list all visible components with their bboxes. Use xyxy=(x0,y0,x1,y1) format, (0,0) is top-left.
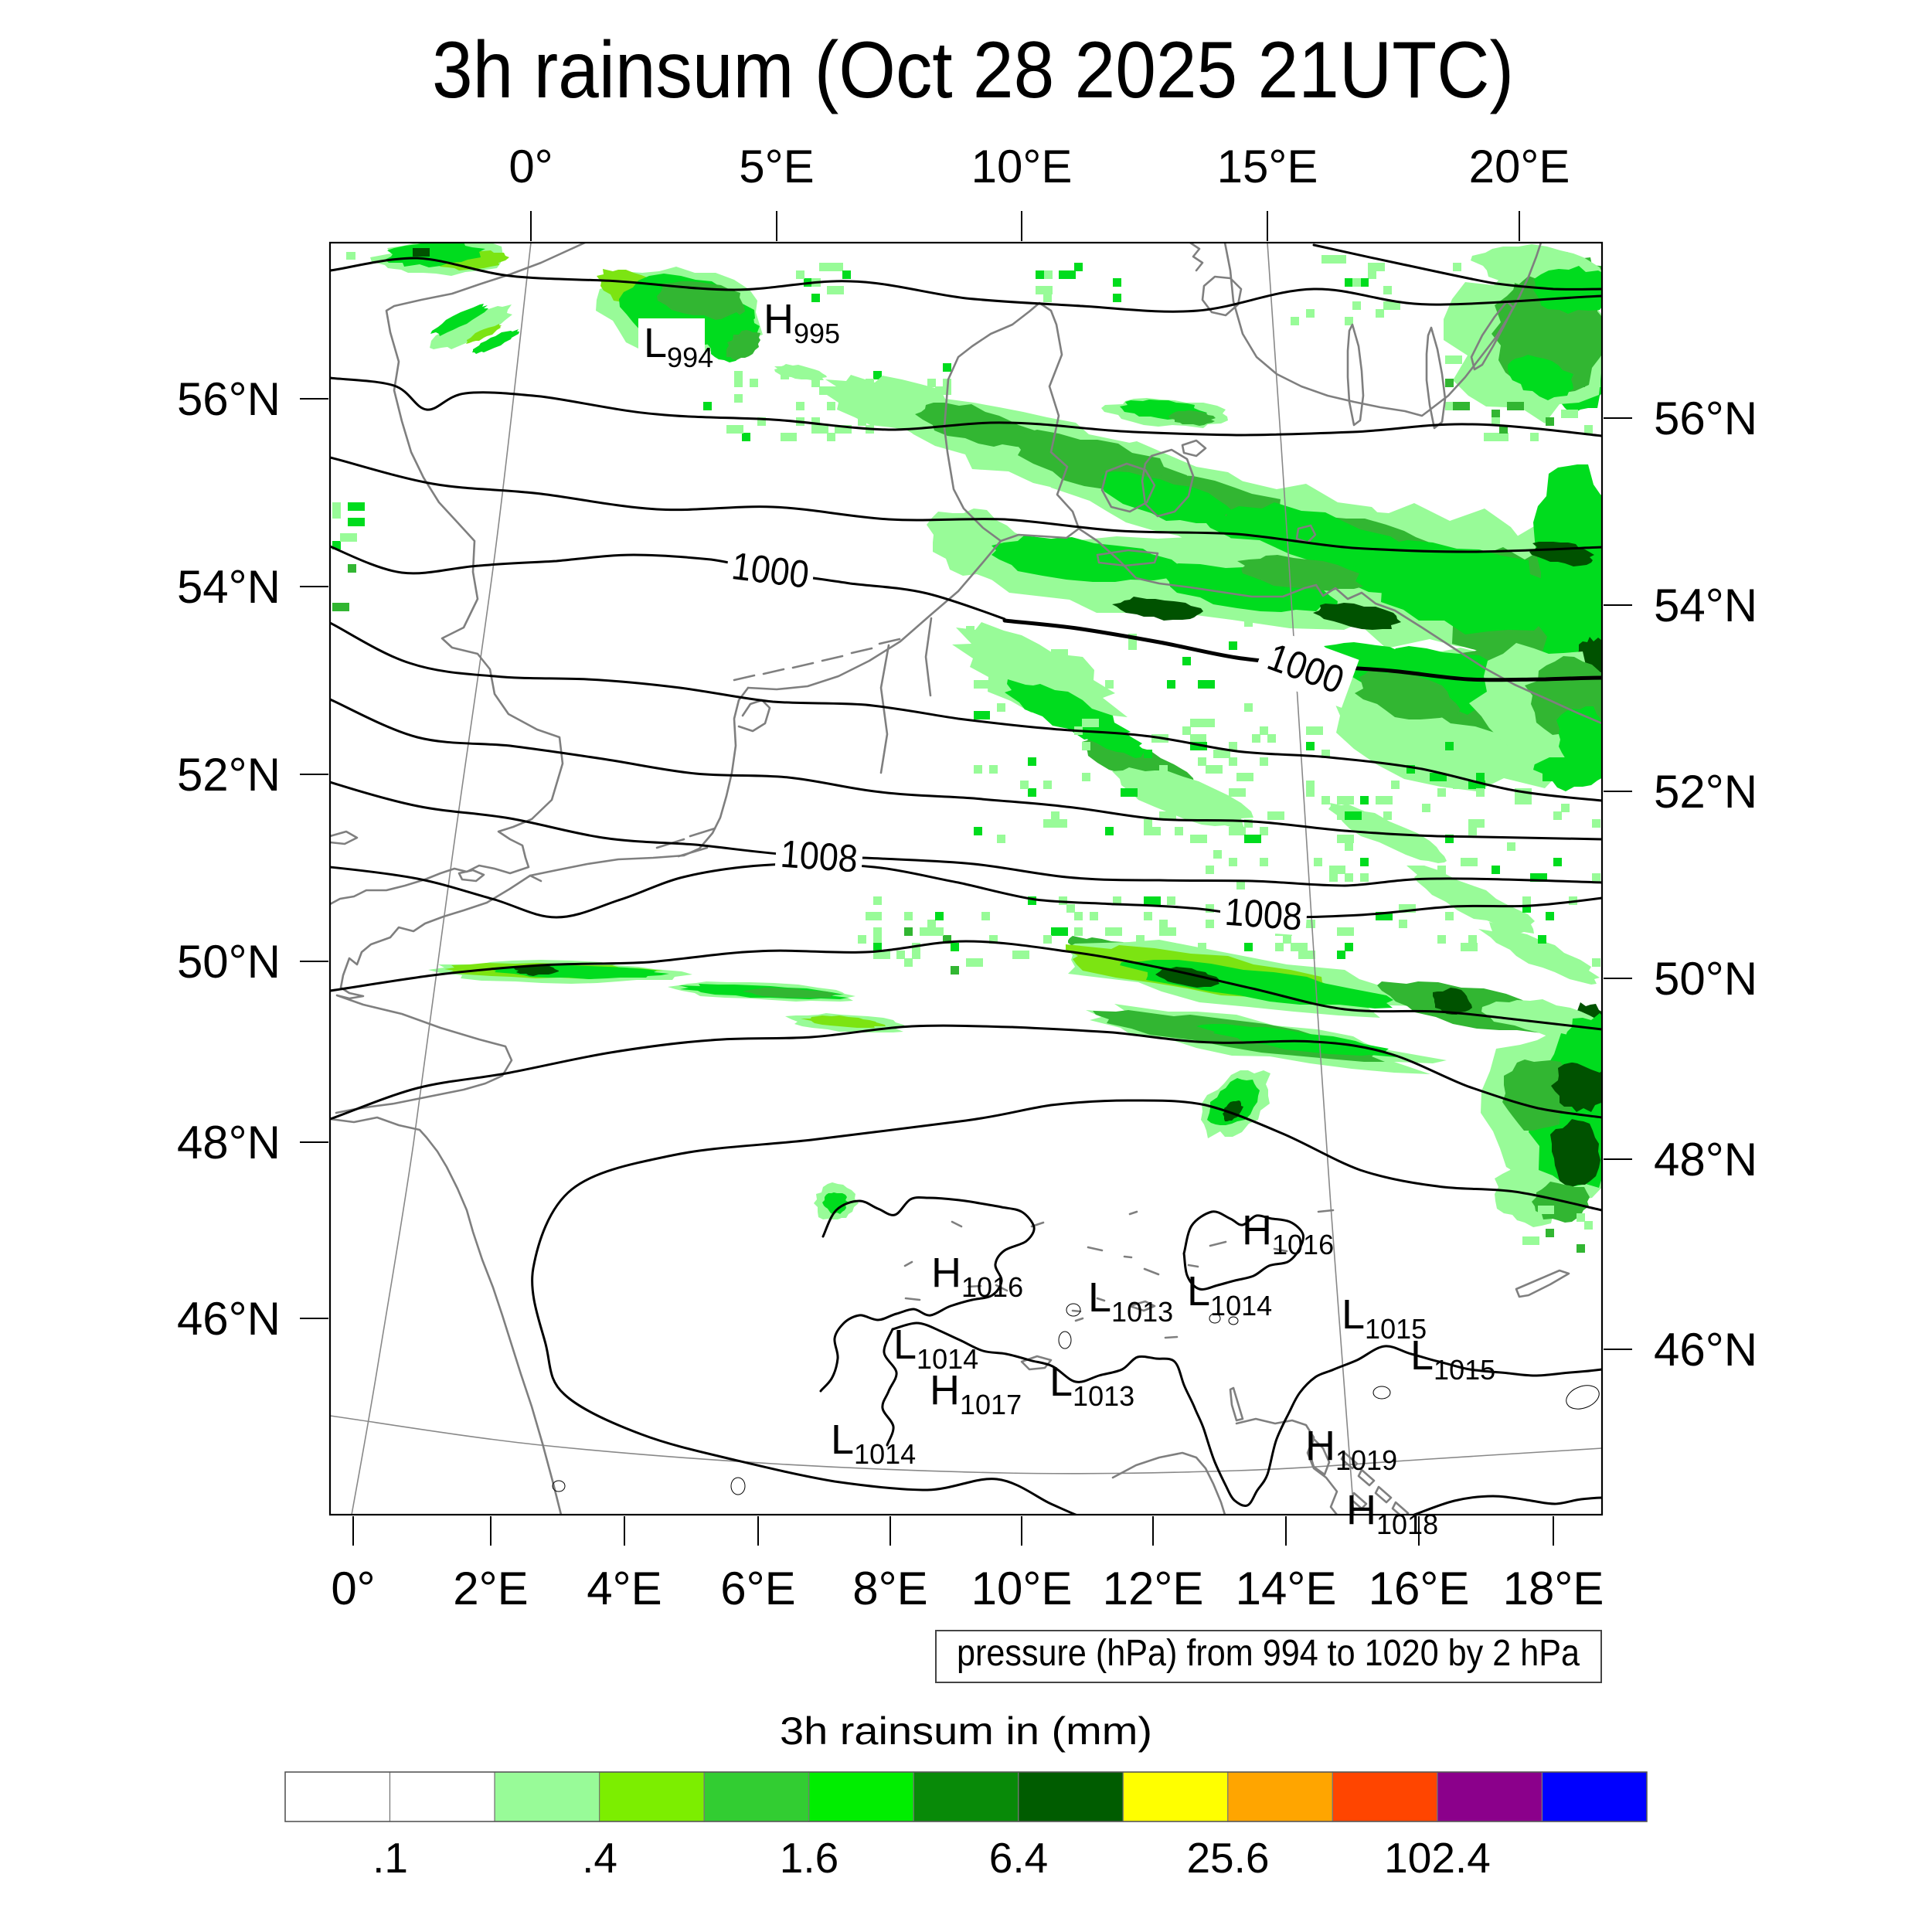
svg-text:102.4: 102.4 xyxy=(1384,1834,1491,1882)
svg-text:54°N: 54°N xyxy=(177,561,281,613)
svg-text:1000: 1000 xyxy=(730,544,811,597)
svg-text:18°E: 18°E xyxy=(1503,1563,1604,1614)
svg-text:L1015: L1015 xyxy=(1342,1291,1427,1345)
svg-text:2°E: 2°E xyxy=(453,1563,528,1614)
svg-text:0°: 0° xyxy=(509,141,553,192)
svg-text:15°E: 15°E xyxy=(1217,141,1318,192)
svg-text:1008: 1008 xyxy=(779,832,859,881)
svg-text:5°E: 5°E xyxy=(739,141,814,192)
svg-text:56°N: 56°N xyxy=(177,373,281,425)
svg-text:.1: .1 xyxy=(372,1834,408,1882)
svg-text:8°E: 8°E xyxy=(852,1563,927,1614)
svg-text:1.6: 1.6 xyxy=(780,1834,838,1882)
svg-text:20°E: 20°E xyxy=(1469,141,1570,192)
svg-text:3h rainsum in (mm): 3h rainsum in (mm) xyxy=(780,1709,1152,1753)
svg-text:54°N: 54°N xyxy=(1654,580,1757,631)
svg-text:25.6: 25.6 xyxy=(1186,1834,1269,1882)
svg-text:46°N: 46°N xyxy=(1654,1324,1757,1376)
svg-text:L1015: L1015 xyxy=(1410,1332,1495,1386)
svg-text:16°E: 16°E xyxy=(1369,1563,1470,1614)
svg-text:48°N: 48°N xyxy=(1654,1134,1757,1185)
svg-text:50°N: 50°N xyxy=(1654,953,1757,1005)
svg-text:46°N: 46°N xyxy=(177,1293,281,1345)
svg-text:10°E: 10°E xyxy=(971,141,1073,192)
svg-text:56°N: 56°N xyxy=(1654,393,1757,444)
svg-text:14°E: 14°E xyxy=(1236,1563,1337,1614)
svg-text:1008: 1008 xyxy=(1223,890,1304,939)
svg-text:52°N: 52°N xyxy=(177,749,281,801)
svg-text:pressure (hPa) from 994 to 102: pressure (hPa) from 994 to 1020 by 2 hPa xyxy=(957,1633,1580,1674)
svg-text:3h rainsum (Oct 28 2025 21UTC): 3h rainsum (Oct 28 2025 21UTC) xyxy=(432,26,1514,115)
svg-text:0°: 0° xyxy=(331,1563,375,1614)
svg-text:52°N: 52°N xyxy=(1654,766,1757,818)
svg-text:48°N: 48°N xyxy=(177,1117,281,1168)
svg-text:12°E: 12°E xyxy=(1103,1563,1204,1614)
svg-text:10°E: 10°E xyxy=(971,1563,1073,1614)
svg-text:6°E: 6°E xyxy=(720,1563,795,1614)
svg-text:6.4: 6.4 xyxy=(989,1834,1048,1882)
svg-text:4°E: 4°E xyxy=(587,1563,662,1614)
svg-text:50°N: 50°N xyxy=(177,936,281,988)
svg-text:.4: .4 xyxy=(582,1834,617,1882)
